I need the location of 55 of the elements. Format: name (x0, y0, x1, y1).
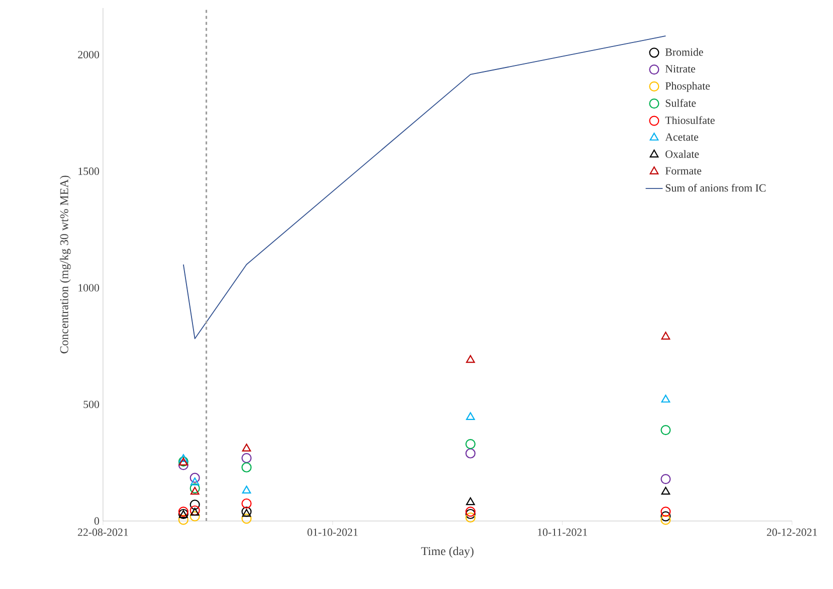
point (465, 508, 476, 520)
point (178, 454, 188, 462)
legend-label: Acetate (665, 133, 698, 141)
point (190, 483, 200, 494)
x-axis-title: Time (day) (421, 546, 474, 558)
point (190, 486, 200, 495)
point (465, 448, 476, 458)
x-tick-label: 01-10-2021 (308, 528, 358, 536)
y-tick-label: 0 (94, 517, 100, 525)
y-tick-label: 2000 (78, 50, 100, 58)
point (242, 444, 251, 452)
point (465, 439, 476, 450)
point (178, 506, 188, 517)
point (190, 500, 200, 510)
point (660, 511, 671, 522)
point (241, 514, 252, 524)
point (660, 425, 671, 436)
point (190, 511, 200, 522)
point (466, 355, 475, 363)
line-series (182, 36, 666, 340)
point (661, 332, 670, 340)
point (190, 505, 200, 516)
point (242, 486, 251, 494)
point (190, 508, 200, 516)
point (660, 514, 671, 525)
point (178, 460, 188, 470)
point (465, 512, 476, 523)
point (178, 514, 188, 525)
legend-label: Thiosulfate (665, 116, 715, 124)
y-tick-label: 500 (84, 400, 100, 408)
legend-label: Sulfate (666, 98, 696, 107)
x-tick-label: 20-12-2021 (766, 528, 817, 536)
y-axis-title: Concentration (mg/kg 30 wt% MEA) (60, 176, 71, 354)
x-tick-label: 22-08-2021 (78, 528, 128, 536)
point (660, 474, 671, 484)
point (190, 477, 200, 486)
legend-label: Bromide (665, 48, 704, 56)
y-tick-label: 1500 (78, 168, 100, 175)
point (465, 506, 476, 517)
point (241, 498, 252, 509)
point (241, 462, 252, 472)
legend-label: Sum of anions from IC (666, 184, 766, 192)
point (241, 452, 252, 464)
point (660, 506, 671, 517)
x-tick-label: 10-11-2021 (538, 528, 588, 536)
point (466, 412, 475, 420)
point (466, 497, 475, 506)
point (661, 394, 670, 403)
legend-label: Phosphate (665, 82, 710, 92)
legend-label: Formate (665, 167, 702, 174)
legend-label: Oxalate (666, 150, 699, 158)
y-tick-label: 1000 (78, 284, 100, 292)
point (661, 486, 670, 495)
legend-label: Nitrate (665, 65, 696, 73)
point (190, 472, 200, 483)
